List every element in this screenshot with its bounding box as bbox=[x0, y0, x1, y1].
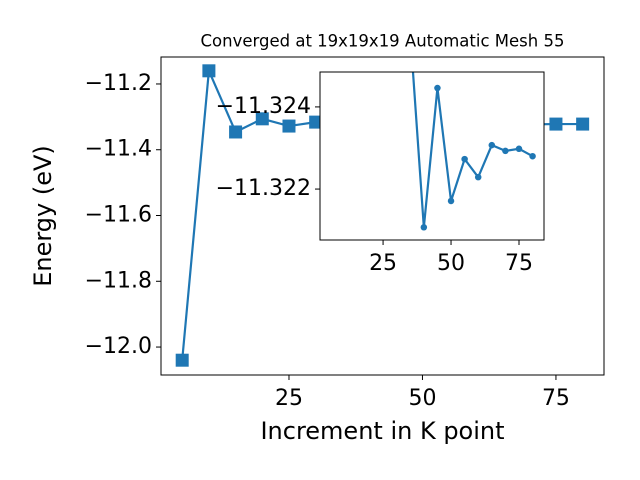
y-tick-label: −11.4 bbox=[85, 137, 152, 162]
inset-background bbox=[320, 72, 544, 240]
y-tick-label: −11.6 bbox=[85, 203, 152, 228]
marker bbox=[175, 353, 189, 367]
marker bbox=[549, 117, 563, 131]
marker bbox=[229, 125, 243, 139]
y-tick-label: −11.2 bbox=[85, 71, 152, 96]
data-line bbox=[411, 72, 534, 228]
marker bbox=[447, 197, 455, 205]
y-axis-label: Energy (eV) bbox=[29, 145, 57, 287]
marker bbox=[420, 224, 428, 231]
plot-area bbox=[411, 72, 536, 231]
x-tick-label: 50 bbox=[408, 386, 436, 411]
x-tick-label: 25 bbox=[369, 251, 397, 276]
marker bbox=[488, 141, 496, 149]
marker bbox=[434, 84, 441, 92]
x-tick-label: 25 bbox=[275, 386, 303, 411]
x-tick-label: 75 bbox=[542, 386, 570, 411]
chart-title: Converged at 19x19x19 Automatic Mesh 55 bbox=[201, 32, 565, 51]
marker bbox=[576, 117, 590, 131]
marker bbox=[309, 115, 323, 129]
marker bbox=[529, 152, 536, 160]
marker bbox=[202, 64, 216, 78]
marker bbox=[461, 155, 468, 163]
y-tick-label: −11.322 bbox=[216, 176, 311, 201]
y-tick-label: −11.324 bbox=[216, 94, 311, 119]
marker bbox=[474, 173, 482, 181]
marker bbox=[515, 145, 523, 153]
axes-frame bbox=[319, 71, 545, 241]
marker bbox=[255, 112, 269, 126]
x-tick-label: 50 bbox=[437, 251, 465, 276]
x-tick-label: 75 bbox=[505, 251, 533, 276]
y-tick-label: −11.8 bbox=[85, 268, 152, 293]
marker bbox=[502, 147, 509, 155]
x-axis-label: Increment in K point bbox=[260, 417, 504, 445]
y-tick-label: −12.0 bbox=[85, 334, 152, 359]
marker bbox=[282, 119, 296, 133]
